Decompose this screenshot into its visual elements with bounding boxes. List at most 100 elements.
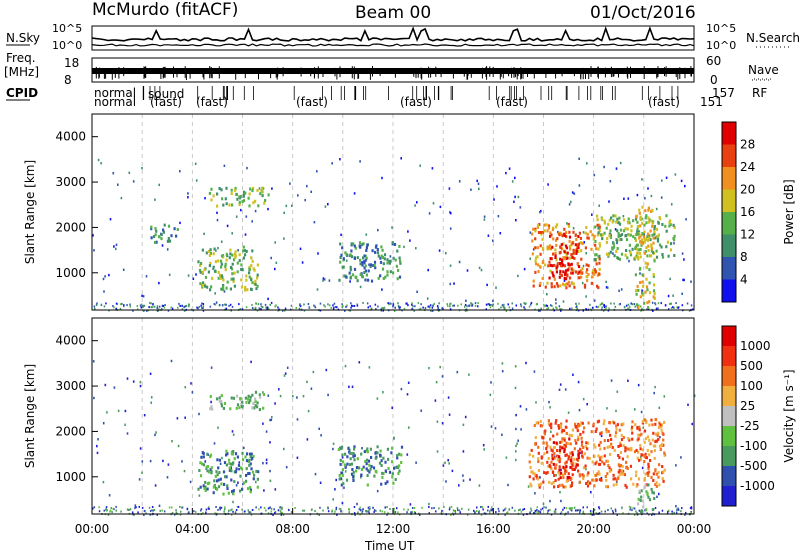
ground-scatter-cell (380, 309, 383, 312)
echo-cell (646, 491, 649, 495)
freq-tick-high: 18 (64, 56, 79, 70)
ground-scatter-cell (249, 511, 252, 514)
x-tick-label: 16:00 (476, 522, 511, 536)
echo-cell (618, 468, 621, 472)
scatter-cell (269, 441, 271, 444)
ground-scatter-cell (327, 506, 329, 509)
ground-scatter-cell (579, 509, 582, 512)
scatter-cell (270, 256, 272, 260)
echo-cell (150, 227, 153, 231)
echo-cell (342, 257, 345, 261)
cpid-fragment-fast-2: (fast) (196, 95, 228, 109)
colorbar-swatch (722, 234, 736, 257)
echo-cell (349, 276, 352, 280)
echo-cell (645, 266, 648, 270)
echo-cell (606, 445, 609, 449)
echo-cell (162, 230, 165, 234)
echo-cell (528, 453, 531, 457)
echo-cell (341, 246, 344, 250)
ground-scatter-cell (668, 302, 671, 305)
scatter-cell (609, 180, 612, 183)
ground-scatter-cell (593, 508, 596, 511)
echo-cell (546, 460, 549, 464)
echo-cell (557, 424, 560, 428)
cpid-fragment-sound: sound (148, 87, 184, 101)
x-tick-label: 12:00 (376, 522, 411, 536)
echo-cell (392, 481, 395, 485)
echo-cell (565, 469, 568, 473)
scatter-cell (171, 440, 173, 443)
echo-cell (585, 441, 588, 445)
cpid-fragment-151: 151 (700, 95, 723, 109)
ground-scatter-cell (411, 302, 413, 305)
echo-cell (537, 483, 540, 487)
echo-cell (339, 477, 343, 481)
echo-cell (561, 473, 564, 477)
ground-scatter-cell (195, 510, 197, 513)
echo-cell (652, 236, 655, 240)
ground-scatter-cell (234, 510, 237, 513)
echo-cell (648, 291, 652, 295)
echo-cell (646, 301, 649, 305)
scatter-cell (685, 218, 687, 221)
echo-cell (374, 266, 377, 270)
scatter-cell (426, 297, 429, 300)
echo-cell (259, 395, 262, 399)
echo-cell (369, 263, 372, 267)
echo-cell (373, 260, 377, 264)
ground-scatter-cell (220, 506, 223, 509)
echo-cell (365, 256, 368, 260)
echo-cell (381, 248, 384, 252)
echo-cell (607, 464, 610, 468)
echo-cell (609, 235, 612, 239)
scatter-cell (368, 366, 371, 369)
echo-cell (638, 425, 641, 429)
ground-scatter-cell (471, 304, 473, 307)
echo-cell (647, 216, 650, 220)
ground-scatter-cell (332, 307, 335, 310)
ground-scatter-cell (441, 509, 443, 512)
echo-cell (586, 232, 589, 236)
ground-scatter-cell (471, 303, 474, 306)
ground-scatter-cell (180, 304, 183, 307)
scatter-cell (546, 293, 548, 296)
scatter-cell (344, 364, 347, 368)
echo-cell (238, 253, 241, 257)
echo-cell (250, 278, 253, 282)
scatter-cell (683, 258, 685, 261)
scatter-cell (176, 417, 179, 420)
ground-scatter-cell (163, 510, 166, 513)
ground-scatter-cell (476, 506, 478, 509)
echo-cell (217, 259, 220, 263)
ground-scatter-cell (502, 509, 505, 512)
echo-cell (562, 256, 565, 260)
echo-cell (551, 455, 554, 459)
echo-cell (379, 256, 382, 260)
echo-cell (596, 223, 599, 227)
echo-cell (619, 463, 622, 467)
echo-cell (650, 245, 653, 249)
ground-scatter-cell (655, 307, 658, 310)
scatter-cell (353, 192, 356, 195)
echo-cell (537, 263, 540, 267)
ground-scatter-cell (681, 304, 684, 307)
echo-cell (544, 263, 547, 267)
scatter-cell (408, 426, 410, 429)
echo-cell (553, 445, 556, 449)
echo-cell (536, 421, 540, 425)
ground-scatter-cell (260, 303, 262, 306)
scatter-cell (501, 370, 504, 373)
echo-cell (338, 473, 341, 477)
echo-cell (595, 253, 598, 257)
echo-cell (614, 434, 617, 438)
echo-cell (225, 463, 228, 467)
echo-cell (620, 472, 623, 476)
scatter-cell (255, 480, 257, 484)
scatter-cell (223, 164, 226, 167)
echo-cell (563, 257, 567, 261)
echo-cell (358, 241, 362, 245)
ground-scatter-cell (142, 309, 145, 312)
echo-cell (369, 447, 372, 451)
ground-scatter-cell (236, 506, 239, 508)
